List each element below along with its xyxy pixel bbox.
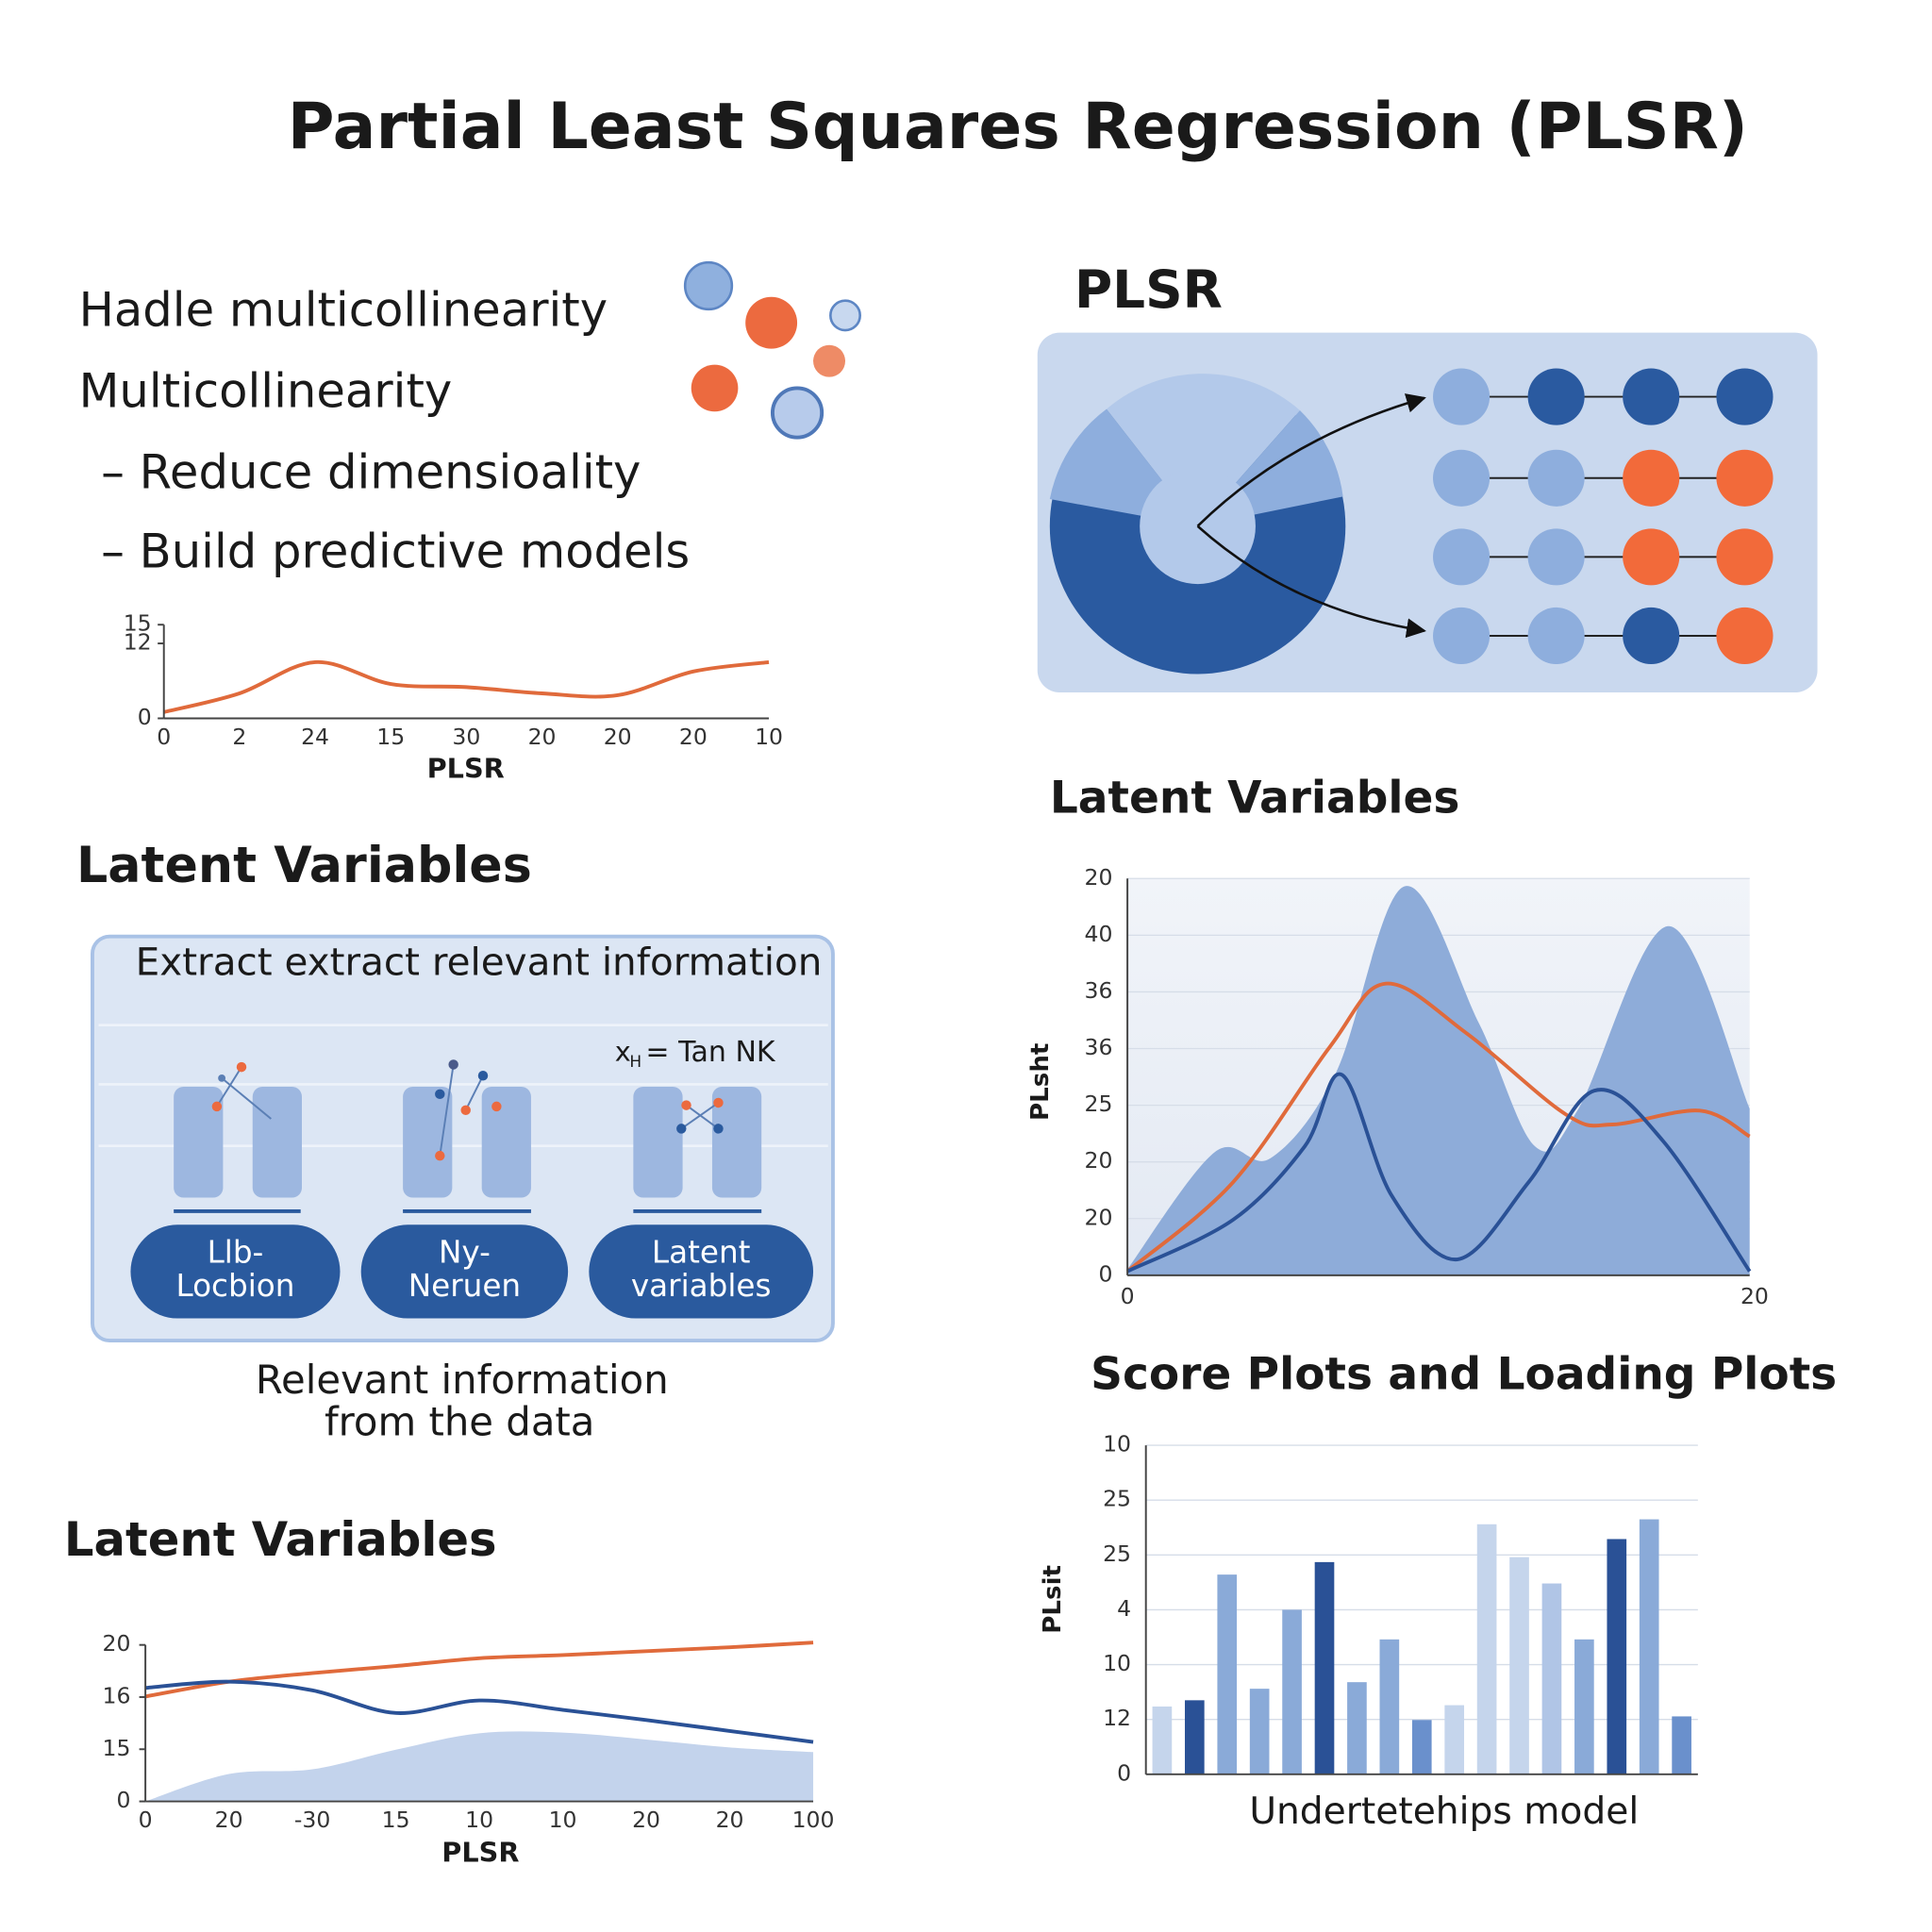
intro-line: Multicollinearity xyxy=(79,363,453,418)
pill-label: Latent xyxy=(652,1235,751,1271)
panel-caption: from the data xyxy=(325,1398,594,1444)
line xyxy=(163,659,770,714)
x-tick-label: 24 xyxy=(301,724,329,750)
y-tick-label: 10 xyxy=(1103,1650,1131,1676)
area xyxy=(1127,886,1750,1275)
page-title: Partial Least Squares Regression (PLSR) xyxy=(288,90,1748,164)
chart-title: Latent Variables xyxy=(64,1512,497,1567)
y-tick-label: 36 xyxy=(1085,977,1113,1004)
bar xyxy=(1282,1609,1302,1774)
bar xyxy=(1639,1519,1659,1774)
bar xyxy=(1574,1639,1594,1774)
x-tick-label: 20 xyxy=(604,724,632,750)
chart-title: Score Plots and Loading Plots xyxy=(1091,1349,1837,1401)
x-axis-label: PLSR xyxy=(441,1837,519,1869)
x-tick-label: 15 xyxy=(382,1807,410,1833)
bar xyxy=(1411,1720,1432,1774)
y-tick-label: 36 xyxy=(1085,1034,1113,1060)
bar xyxy=(1347,1682,1367,1774)
bar xyxy=(1509,1557,1529,1774)
x-axis-label: Undertetehips model xyxy=(1249,1790,1639,1833)
bar xyxy=(1314,1561,1335,1774)
panel-heading: Extract extract relevant information xyxy=(136,940,823,985)
pill-label: Ny- xyxy=(439,1235,491,1271)
y-tick-label: 4 xyxy=(1117,1595,1131,1622)
y-tick-label: 16 xyxy=(103,1682,131,1708)
x-tick-label: 0 xyxy=(1121,1283,1135,1309)
line xyxy=(1125,981,1751,1274)
x-axis-label: PLSR xyxy=(427,752,505,784)
y-axis-label: PLsht xyxy=(1026,1043,1055,1121)
x-tick-label: 20 xyxy=(215,1807,243,1833)
y-tick-label: 10 xyxy=(1103,1431,1131,1457)
latent-panel xyxy=(91,934,835,1343)
y-tick-label: 15 xyxy=(124,610,152,637)
diagram-title: PLSR xyxy=(1074,259,1223,320)
y-tick-label: 25 xyxy=(1085,1091,1113,1117)
line xyxy=(144,1679,814,1744)
x-tick-label: 0 xyxy=(157,724,171,750)
bar xyxy=(1607,1539,1627,1774)
formula-var: x xyxy=(615,1036,631,1068)
pill-label: Llb- xyxy=(208,1235,264,1271)
y-tick-label: 12 xyxy=(1103,1705,1131,1731)
bar xyxy=(1152,1706,1173,1774)
pill-label: variables xyxy=(631,1268,772,1304)
x-tick-label: 20 xyxy=(632,1807,660,1833)
y-tick-label: 20 xyxy=(1085,864,1113,891)
x-tick-label: 0 xyxy=(139,1807,153,1833)
y-tick-label: 20 xyxy=(103,1630,131,1657)
molecule-icons xyxy=(683,260,861,440)
y-tick-label: 25 xyxy=(1103,1486,1131,1512)
intro-line: – Reduce dimensioality xyxy=(101,445,641,500)
intro-line: Hadle multicollinearity xyxy=(79,282,608,337)
x-tick-label: 20 xyxy=(679,724,708,750)
y-tick-label: 40 xyxy=(1085,921,1113,947)
bar xyxy=(1541,1583,1562,1774)
x-tick-label: 2 xyxy=(232,724,246,750)
bar xyxy=(1249,1689,1270,1774)
line xyxy=(1126,1072,1752,1274)
x-tick-label: 10 xyxy=(549,1807,577,1833)
panel-caption: Relevant information xyxy=(256,1357,669,1403)
x-tick-label: 20 xyxy=(716,1807,744,1833)
x-tick-label: -30 xyxy=(294,1807,330,1833)
pill-label: Neruen xyxy=(408,1268,521,1304)
y-tick-label: 0 xyxy=(116,1787,130,1813)
formula-sub: H xyxy=(629,1053,641,1072)
bar xyxy=(1217,1574,1238,1774)
area xyxy=(145,1731,814,1802)
y-tick-label: 25 xyxy=(1103,1541,1131,1567)
y-tick-label: 20 xyxy=(1085,1147,1113,1174)
x-tick-label: 15 xyxy=(376,724,405,750)
bar xyxy=(1444,1705,1465,1774)
x-tick-label: 10 xyxy=(755,724,783,750)
x-tick-label: 100 xyxy=(792,1807,835,1833)
x-tick-label: 20 xyxy=(1740,1283,1769,1309)
x-tick-label: 30 xyxy=(452,724,480,750)
y-tick-label: 0 xyxy=(1117,1759,1131,1786)
y-tick-label: 0 xyxy=(1098,1260,1112,1287)
line xyxy=(144,1641,814,1699)
y-axis-label: PLsit xyxy=(1039,1565,1067,1634)
intro-line: – Build predictive models xyxy=(101,524,690,578)
x-tick-label: 20 xyxy=(528,724,557,750)
diagram xyxy=(1037,332,1818,693)
x-tick-label: 10 xyxy=(465,1807,493,1833)
y-tick-label: 20 xyxy=(1085,1204,1113,1230)
y-tick-label: 15 xyxy=(103,1735,131,1761)
pill-label: Locbion xyxy=(175,1268,294,1304)
bar xyxy=(1672,1716,1691,1774)
y-tick-label: 0 xyxy=(138,704,152,730)
bar xyxy=(1379,1639,1400,1774)
chart-title: Latent Variables xyxy=(1050,772,1460,824)
bar xyxy=(1476,1524,1497,1774)
formula-rest: = Tan NK xyxy=(645,1036,776,1069)
panel-title: Latent Variables xyxy=(76,838,532,894)
bar xyxy=(1184,1700,1205,1774)
y-tick-label: 12 xyxy=(124,629,152,656)
